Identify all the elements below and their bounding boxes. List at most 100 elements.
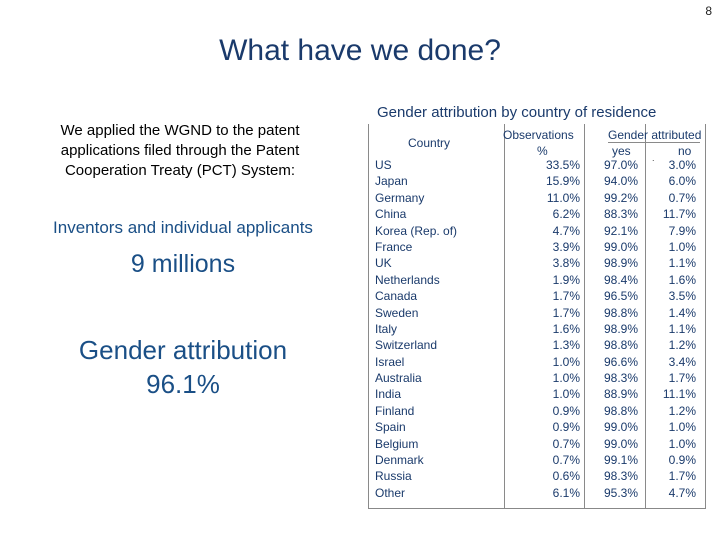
row-yes: 99.0% — [603, 420, 638, 435]
row-no: 4.7% — [668, 485, 696, 500]
row-no: 3.5% — [668, 289, 696, 304]
row-yes: 98.3% — [603, 469, 638, 484]
row-no: 6.0% — [668, 174, 696, 189]
row-no: 1.0% — [668, 420, 696, 435]
row-no: 1.2% — [668, 403, 696, 418]
table-row: US 33.5% 97.0% 3.0% — [368, 158, 706, 174]
row-country: Canada — [375, 289, 418, 304]
table-row: China 6.2% 88.3% 11.7% — [368, 207, 706, 223]
row-observations: 3.8% — [552, 256, 580, 271]
row-observations: 15.9% — [545, 174, 580, 189]
row-observations: 0.9% — [552, 420, 580, 435]
row-yes: 99.0% — [603, 239, 638, 254]
table-row: Other 6.1% 95.3% 4.7% — [368, 486, 706, 502]
row-observations: 0.6% — [552, 469, 580, 484]
row-yes: 98.9% — [603, 321, 638, 336]
row-observations: 1.0% — [552, 371, 580, 386]
row-observations: 4.7% — [552, 223, 580, 238]
row-country: Germany — [375, 190, 425, 205]
row-yes: 96.6% — [603, 354, 638, 369]
row-yes: 95.3% — [603, 485, 638, 500]
table-row: Israel 1.0% 96.6% 3.4% — [368, 355, 706, 371]
row-country: France — [375, 239, 413, 254]
row-observations: 0.7% — [552, 453, 580, 468]
row-no: 1.2% — [668, 338, 696, 353]
row-observations: 1.0% — [552, 387, 580, 402]
table-row: Denmark 0.7% 99.1% 0.9% — [368, 453, 706, 469]
row-country: Sweden — [375, 305, 419, 320]
table-row: Korea (Rep. of) 4.7% 92.1% 7.9% — [368, 224, 706, 240]
table-row: France 3.9% 99.0% 1.0% — [368, 240, 706, 256]
row-observations: 1.7% — [552, 289, 580, 304]
row-no: 1.0% — [668, 436, 696, 451]
header-yes: yes — [612, 144, 631, 158]
table-row: Japan 15.9% 94.0% 6.0% — [368, 174, 706, 190]
row-yes: 98.8% — [603, 403, 638, 418]
table-row: Sweden 1.7% 98.8% 1.4% — [368, 306, 706, 322]
row-country: Netherlands — [375, 272, 440, 287]
row-yes: 92.1% — [603, 223, 638, 238]
row-no: 0.9% — [668, 453, 696, 468]
row-country: Israel — [375, 354, 405, 369]
slide-title: What have we done? — [219, 34, 501, 67]
header-observations-unit: % — [537, 144, 548, 158]
row-no: 1.1% — [668, 256, 696, 271]
intro-text: We applied the WGND to the patent applic… — [60, 122, 300, 179]
header-underline — [608, 142, 700, 143]
table-row: Spain 0.9% 99.0% 1.0% — [368, 420, 706, 436]
row-yes: 99.0% — [603, 436, 638, 451]
table-row: Netherlands 1.9% 98.4% 1.6% — [368, 273, 706, 289]
table-row: Belgium 0.7% 99.0% 1.0% — [368, 437, 706, 453]
column-separator — [584, 124, 585, 508]
row-observations: 33.5% — [545, 158, 580, 172]
row-no: 7.9% — [668, 223, 696, 238]
column-separator — [368, 124, 369, 508]
table-row: Switzerland 1.3% 98.8% 1.2% — [368, 338, 706, 354]
row-no: 11.1% — [662, 387, 696, 402]
row-yes: 88.9% — [603, 387, 638, 402]
row-country: Italy — [375, 321, 398, 336]
table-row: UK 3.8% 98.9% 1.1% — [368, 256, 706, 272]
table-row: Australia 1.0% 98.3% 1.7% — [368, 371, 706, 387]
row-yes: 97.0% — [603, 158, 638, 172]
row-observations: 1.7% — [552, 305, 580, 320]
row-country: UK — [375, 256, 392, 271]
row-observations: 0.9% — [552, 403, 580, 418]
gender-attribution-value: 96.1% — [146, 369, 220, 399]
gender-attribution-stat: Gender attribution 96.1% — [10, 333, 356, 401]
row-yes: 98.4% — [603, 272, 638, 287]
row-country: China — [375, 207, 407, 222]
row-country: Finland — [375, 403, 415, 418]
row-no: 1.6% — [668, 272, 696, 287]
page-number: 8 — [705, 4, 712, 18]
row-country: Belgium — [375, 436, 419, 451]
row-observations: 1.9% — [552, 272, 580, 287]
row-no: 3.4% — [668, 354, 696, 369]
row-yes: 98.8% — [603, 338, 638, 353]
table-row: Russia 0.6% 98.3% 1.7% — [368, 469, 706, 485]
row-observations: 1.0% — [552, 354, 580, 369]
row-yes: 99.2% — [603, 190, 638, 205]
row-observations: 0.7% — [552, 436, 580, 451]
row-observations: 6.2% — [552, 207, 580, 222]
row-country: US — [375, 158, 392, 172]
header-observations: Observations — [503, 128, 574, 142]
row-yes: 98.8% — [603, 305, 638, 320]
row-observations: 1.3% — [552, 338, 580, 353]
row-observations: 3.9% — [552, 239, 580, 254]
row-country: Spain — [375, 420, 406, 435]
gender-attribution-label: Gender attribution — [78, 335, 288, 365]
row-yes: 88.3% — [603, 207, 638, 222]
inventors-count: 9 millions — [130, 250, 236, 278]
row-no: 11.7% — [662, 207, 696, 222]
inventors-label: Inventors and individual applicants — [53, 218, 313, 237]
row-country: Russia — [375, 469, 412, 484]
row-yes: 98.9% — [603, 256, 638, 271]
row-country: Switzerland — [375, 338, 438, 353]
row-country: Japan — [375, 174, 408, 189]
row-no: 3.0% — [668, 158, 696, 172]
row-no: 1.1% — [668, 321, 696, 336]
dot-mark: . — [652, 153, 655, 163]
row-observations: 1.6% — [552, 321, 580, 336]
table-row: India 1.0% 88.9% 11.1% — [368, 387, 706, 403]
